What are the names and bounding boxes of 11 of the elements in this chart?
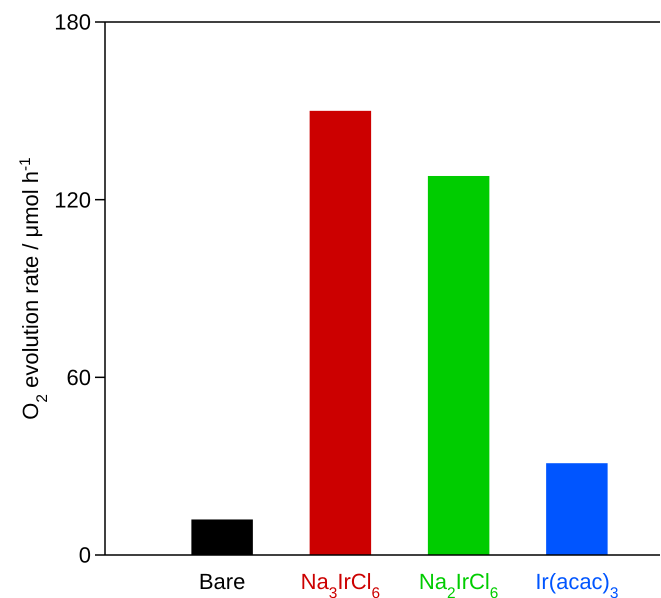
x-tick-label: Ir(acac)$_{3}$: [535, 569, 618, 598]
bar: [546, 463, 608, 555]
y-tick-label: 0: [78, 542, 91, 568]
x-tick-label: Na$_{2}$IrCl$_{6}$: [418, 569, 498, 598]
x-tick-label: Bare: [198, 569, 246, 594]
y-tick-label: 120: [54, 187, 91, 212]
bar: [428, 176, 490, 555]
y-tick-label: 60: [66, 365, 91, 390]
y-tick-label: 180: [54, 10, 91, 35]
x-tick-label: Na$_{3}$IrCl$_{6}$: [300, 569, 380, 598]
bar: [310, 110, 372, 555]
